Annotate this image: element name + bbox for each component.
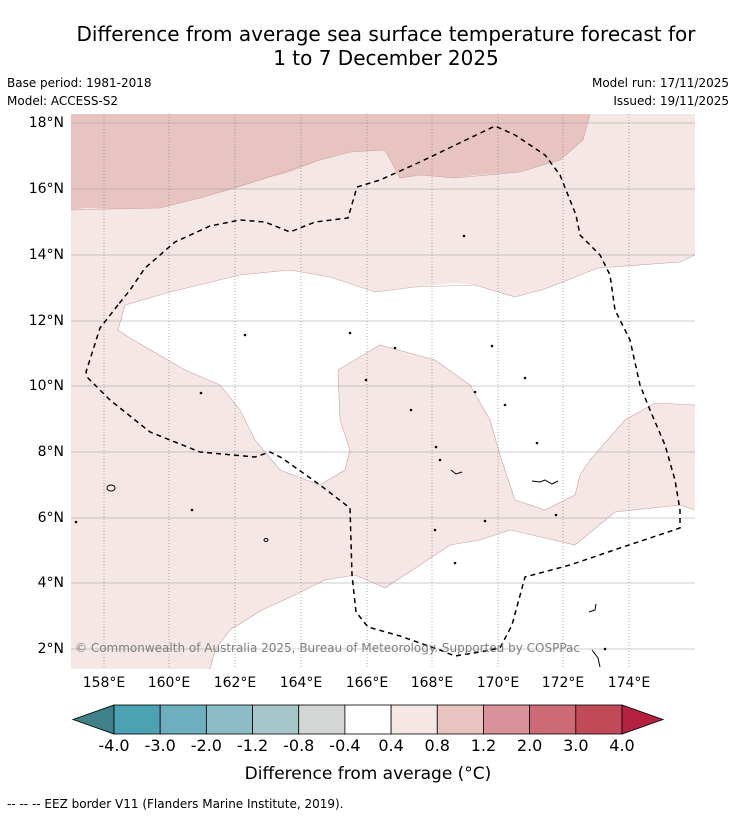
colorbar-swatch	[575, 704, 623, 735]
island-dot	[393, 346, 397, 350]
anomaly-band-0.8-1.2	[71, 114, 590, 210]
colorbar-swatch	[344, 704, 392, 735]
island-dot	[453, 561, 457, 565]
lat-label-2: 2°N	[37, 641, 64, 657]
island-dot	[190, 508, 194, 512]
copyright-notice: © Commonwealth of Australia 2025, Bureau…	[75, 641, 580, 655]
island-dot	[483, 519, 487, 523]
island-dot	[434, 445, 438, 449]
meta-left: Base period: 1981-2018 Model: ACCESS-S2	[7, 74, 152, 110]
lat-label-14: 14°N	[28, 247, 64, 263]
chart-title: Difference from average sea surface temp…	[0, 22, 736, 70]
colorbar-swatch	[483, 704, 531, 735]
colorbar-swatch	[252, 704, 300, 735]
island-dot	[409, 408, 413, 412]
lon-label-158: 158°E	[82, 675, 126, 691]
island-arc	[588, 603, 597, 613]
model-name: Model: ACCESS-S2	[7, 94, 119, 108]
colorbar-tick-label: -0.4	[329, 736, 361, 755]
island-dot	[535, 441, 539, 445]
base-period: Base period: 1981-2018	[7, 76, 152, 90]
lat-label-10: 10°N	[28, 378, 64, 394]
island-dot	[554, 513, 558, 517]
lon-label-160: 160°E	[147, 675, 191, 691]
colorbar-extend-low	[71, 704, 115, 735]
lat-label-16: 16°N	[28, 181, 64, 197]
colorbar-tick-label: -4.0	[98, 736, 130, 755]
colorbar	[71, 704, 665, 735]
parallels	[71, 122, 695, 650]
colorbar-title: Difference from average (°C)	[244, 764, 492, 784]
island-dot	[243, 333, 247, 337]
eez-footnote: -- -- -- EEZ border V11 (Flanders Marine…	[7, 797, 344, 811]
island-atoll	[106, 484, 116, 492]
lon-label-170: 170°E	[476, 675, 520, 691]
island-dot	[438, 458, 442, 462]
lon-label-162: 162°E	[213, 675, 257, 691]
anomaly-band-0.4-0.8	[71, 114, 695, 669]
colorbar-swatch	[159, 704, 207, 735]
title-line-2: 1 to 7 December 2025	[273, 46, 499, 70]
eez-border	[85, 125, 681, 657]
colorbar-tick-label: -3.0	[144, 736, 176, 755]
island-dot	[462, 234, 466, 238]
colorbar-tick-label: -1.2	[236, 736, 269, 755]
lat-label-6: 6°N	[37, 510, 64, 526]
island-arc	[450, 469, 463, 475]
issued-date: Issued: 19/11/2025	[613, 94, 729, 108]
island-dot	[473, 390, 477, 394]
colorbar-tick-label: 0.4	[378, 736, 404, 755]
island-dot	[433, 528, 437, 532]
colorbar-tick-label: -2.0	[190, 736, 222, 755]
island-dot	[199, 391, 203, 395]
colorbar-swatch	[390, 704, 438, 735]
contour-line-0.4-south	[209, 504, 696, 670]
colorbar-tick-label: 4.0	[609, 736, 635, 755]
colorbar-swatch	[113, 704, 161, 735]
contour-line-0.8	[70, 113, 591, 211]
lon-label-172: 172°E	[541, 675, 585, 691]
lon-label-166: 166°E	[345, 675, 389, 691]
colorbar-swatch	[436, 704, 484, 735]
graticule	[103, 114, 630, 669]
lat-label-4: 4°N	[37, 575, 64, 591]
lon-label-168: 168°E	[410, 675, 454, 691]
islands	[74, 234, 607, 668]
island-small	[263, 538, 269, 542]
colorbar-extend-high	[621, 704, 665, 735]
island-arc	[531, 479, 559, 485]
colorbar-swatch	[205, 704, 253, 735]
lat-label-12: 12°N	[28, 313, 64, 329]
island-dot	[603, 647, 607, 651]
island-dot	[364, 378, 368, 382]
colorbar-tick-label: 2.0	[516, 736, 543, 755]
colorbar-tick-label: -0.8	[283, 736, 315, 755]
colorbar-swatch	[529, 704, 577, 735]
island-arc	[591, 649, 601, 668]
title-line-1: Difference from average sea surface temp…	[76, 22, 696, 46]
contour-line-0.4-north	[117, 254, 696, 511]
island-dot	[490, 344, 494, 348]
lat-label-18: 18°N	[28, 115, 64, 131]
island-dot	[348, 331, 352, 335]
lon-label-174: 174°E	[607, 675, 651, 691]
colorbar-tick-label: 3.0	[563, 736, 589, 755]
colorbar-tick-label: 0.8	[424, 736, 450, 755]
island-dot	[74, 520, 78, 524]
island-dot	[523, 376, 527, 380]
colorbar-swatch	[298, 704, 346, 735]
colorbar-tick-label: 1.2	[470, 736, 497, 755]
lon-label-164: 164°E	[279, 675, 323, 691]
meta-right: Model run: 17/11/2025 Issued: 19/11/2025	[592, 74, 729, 110]
island-dot	[503, 403, 507, 407]
model-run: Model run: 17/11/2025	[591, 76, 729, 90]
lat-label-8: 8°N	[37, 444, 64, 460]
